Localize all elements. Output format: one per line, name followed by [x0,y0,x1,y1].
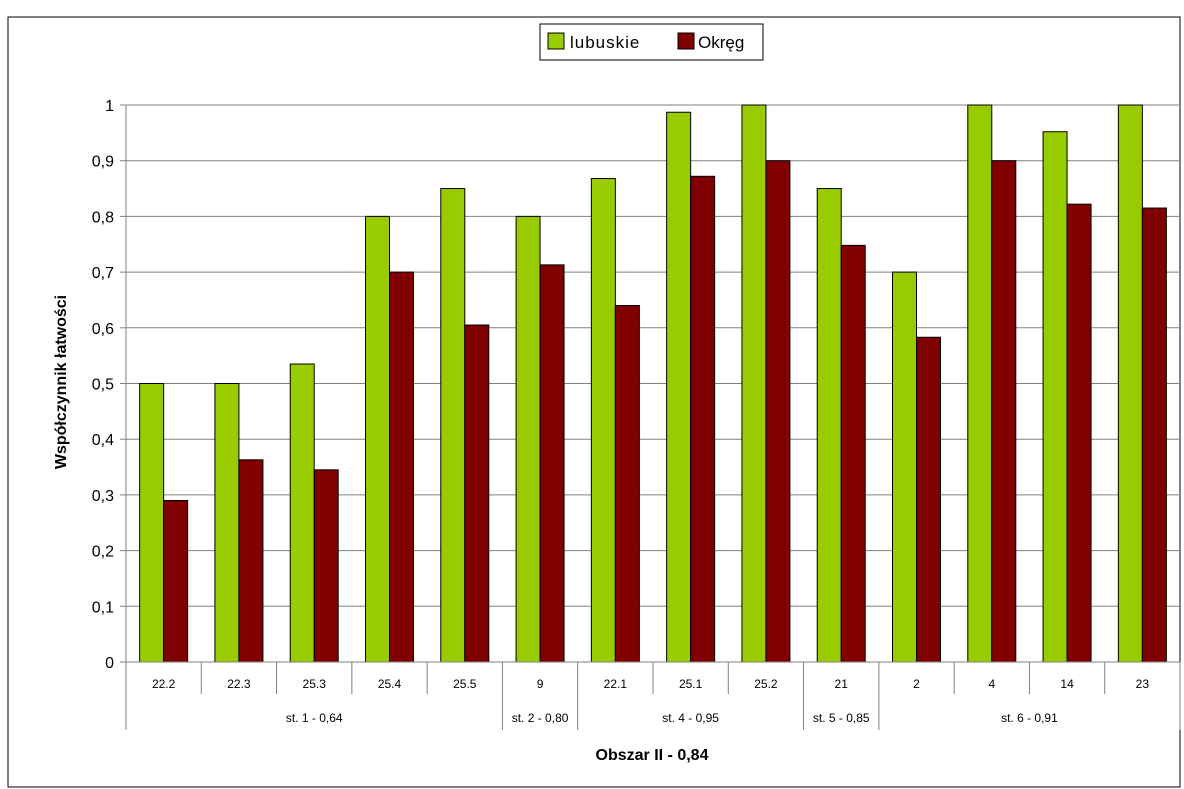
bar-lubuskie-4 [440,188,466,663]
x-tick-label: 4 [988,677,995,691]
y-tick-label: 0,1 [92,599,114,616]
x-tick-label: 25.1 [679,677,703,691]
y-tick-label: 0 [105,655,114,672]
bar-okreg-11 [991,160,1017,663]
bar-okreg-4 [464,324,490,663]
x-tick-label: 25.4 [378,677,402,691]
bar-lubuskie-5 [515,215,541,663]
x-tick-label: 22.3 [227,677,251,691]
bar-lubuskie-11 [967,104,993,663]
x-tick-label: 25.3 [303,677,327,691]
y-tick-label: 1 [105,98,114,115]
legend-swatch-okreg [677,32,695,50]
group-label: st. 1 - 0,64 [286,711,343,725]
bar-okreg-8 [765,160,791,663]
y-tick-label: 0,2 [92,544,114,561]
y-axis-label: Współczynnik łatwości [53,295,70,469]
y-tick-label: 0,6 [92,321,114,338]
bar-okreg-10 [916,336,941,663]
legend: lubuskie Okręg [539,23,764,61]
bar-okreg-0 [163,499,189,663]
bar-lubuskie-3 [365,215,390,663]
x-tick-label: 14 [1060,677,1074,691]
group-label: st. 5 - 0,85 [813,711,870,725]
bar-lubuskie-7 [666,111,692,663]
labels-layer: 0 0,1 0,2 0,3 0,4 0,5 0,6 0,7 0,8 0,9 1 22.2 22.3 25.… [92,98,1150,725]
bar-okreg-12 [1066,203,1092,663]
x-tick-label: 22.1 [604,677,628,691]
x-tick-label: 25.2 [754,677,778,691]
y-tick-label: 0,3 [92,488,114,505]
bar-lubuskie-9 [816,188,842,663]
x-axis-label: Obszar II - 0,84 [596,747,709,764]
bar-okreg-7 [690,175,716,663]
bar-okreg-9 [840,244,866,663]
bar-lubuskie-1 [214,383,240,663]
bar-okreg-3 [389,271,414,663]
y-tick-label: 0,5 [92,377,114,394]
group-label: st. 4 - 0,95 [662,711,719,725]
bar-lubuskie-10 [892,271,917,663]
bar-okreg-2 [313,469,339,663]
bar-okreg-1 [238,459,264,663]
group-label: st. 2 - 0,80 [512,711,569,725]
x-tick-label: 9 [537,677,544,691]
bar-lubuskie-12 [1042,131,1068,663]
group-label: st. 6 - 0,91 [1001,711,1058,725]
axes-layer [120,104,1181,730]
bar-lubuskie-8 [741,104,767,663]
bar-lubuskie-13 [1117,104,1143,663]
bar-lubuskie-2 [289,363,315,663]
y-tick-label: 0,8 [92,209,114,226]
legend-box [539,23,764,61]
legend-label-lubuskie: lubuskie [570,33,640,52]
x-tick-label: 21 [835,677,849,691]
x-tick-label: 2 [913,677,920,691]
legend-label-okreg: Okręg [698,33,744,52]
bar-lubuskie-6 [590,178,616,663]
y-tick-label: 0,9 [92,154,114,171]
bar-okreg-6 [614,305,640,663]
y-tick-label: 0,7 [92,265,114,282]
bars-layer [139,104,1167,663]
bar-okreg-13 [1141,207,1167,663]
legend-swatch-lubuskie [547,32,565,50]
bar-okreg-5 [539,264,565,663]
x-tick-label: 22.2 [152,677,176,691]
x-tick-label: 23 [1136,677,1150,691]
x-tick-label: 25.5 [453,677,477,691]
y-tick-label: 0,4 [92,432,114,449]
bar-lubuskie-0 [139,383,165,663]
